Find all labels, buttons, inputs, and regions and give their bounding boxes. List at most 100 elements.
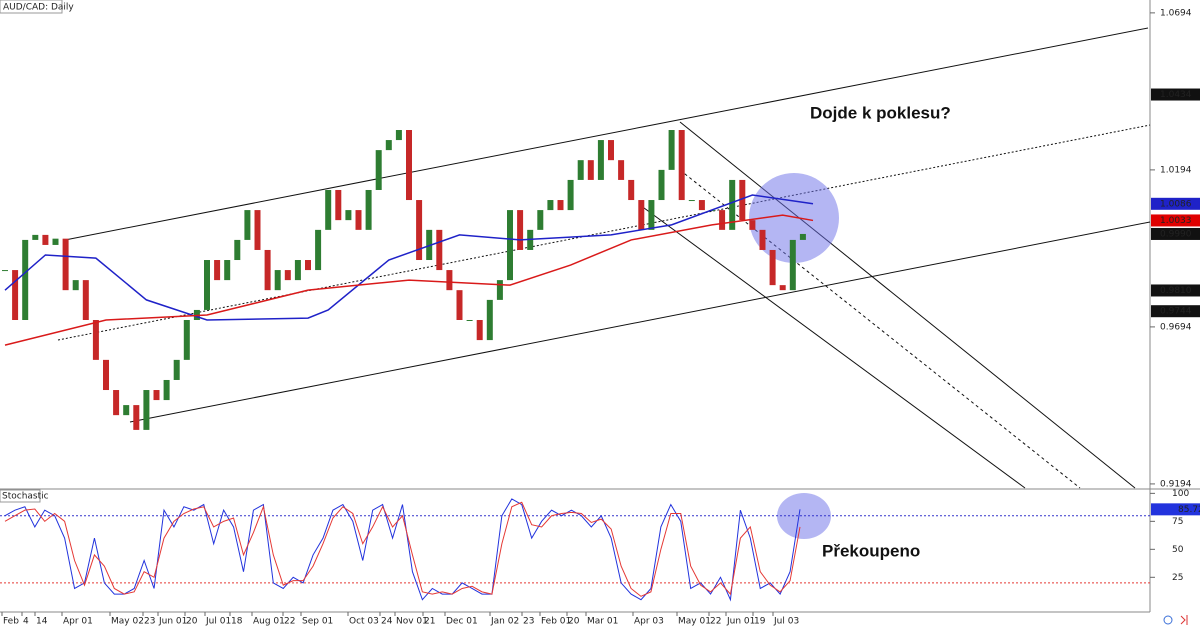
- price-label: 1.0086: [1160, 199, 1192, 209]
- x-tick-label: Dec 01: [446, 617, 478, 627]
- x-tick-label: Jun 01: [158, 617, 187, 627]
- candle: [547, 200, 554, 211]
- y-tick-label: 50: [1172, 545, 1184, 555]
- stochastic-line: [4, 501, 801, 597]
- price-label-box: [1151, 284, 1200, 297]
- candle: [365, 189, 372, 230]
- stoch-title-box: [0, 489, 41, 503]
- x-tick-label: Apr 03: [634, 617, 664, 627]
- candle: [254, 210, 261, 250]
- candle: [759, 229, 766, 250]
- price-label: 0.9810: [1160, 286, 1192, 296]
- x-tick-label: Jan 02: [490, 617, 519, 627]
- candle: [244, 210, 251, 240]
- moving-average: [4, 214, 814, 346]
- candle: [769, 249, 776, 286]
- candle: [517, 210, 524, 250]
- title-box: [0, 0, 63, 14]
- candle: [62, 238, 69, 291]
- x-tick-label: Sep 01: [302, 617, 333, 627]
- stochastic-line: [4, 498, 801, 602]
- price-label: 0.9990: [1160, 229, 1192, 239]
- candle: [133, 405, 140, 430]
- candle: [789, 239, 796, 291]
- candle: [486, 299, 493, 341]
- y-tick-label: 25: [1172, 573, 1183, 583]
- candle: [416, 200, 423, 261]
- toolbar-icons[interactable]: [1163, 615, 1188, 625]
- candle: [183, 319, 190, 360]
- price-label-box: [1151, 227, 1200, 240]
- x-tick-label: Feb 01: [541, 617, 571, 627]
- candle: [82, 280, 89, 320]
- candle: [608, 140, 614, 161]
- candle: [325, 189, 332, 230]
- x-tick-label: 20: [568, 617, 580, 627]
- x-tick-label: Jul 01: [205, 617, 231, 627]
- candle: [618, 160, 625, 180]
- highlight-circle: [749, 173, 839, 263]
- candle: [688, 200, 695, 202]
- candle: [436, 229, 443, 271]
- candle: [92, 319, 99, 360]
- candle: [345, 210, 352, 221]
- candle: [557, 200, 564, 211]
- candle: [739, 179, 746, 221]
- candle: [385, 140, 392, 151]
- y-tick-label: 0.9694: [1160, 322, 1192, 332]
- candle: [2, 270, 8, 272]
- down-channel-top: [679, 121, 1136, 489]
- candle: [284, 270, 291, 281]
- y-tick-label: 1.0694: [1160, 8, 1192, 18]
- candle: [729, 179, 736, 230]
- price-label-box: [1151, 88, 1200, 101]
- annotation: Dojde k poklesu?: [810, 103, 951, 122]
- candle: [799, 233, 806, 240]
- candle: [224, 260, 231, 281]
- x-tick-label: Jun 01: [726, 617, 755, 627]
- candle: [375, 150, 382, 190]
- candle: [678, 130, 685, 201]
- channel-bottom: [129, 221, 1151, 423]
- x-tick-label: Nov 01: [396, 617, 428, 627]
- price-label-box: [1151, 214, 1200, 227]
- x-tick-label: Oct 03: [349, 617, 379, 627]
- x-tick-label: May 02: [111, 617, 144, 627]
- candle: [597, 140, 604, 180]
- candle: [507, 210, 513, 281]
- candle: [779, 285, 786, 291]
- y-tick-label: 75: [1172, 517, 1183, 527]
- x-tick-label: 22: [710, 617, 721, 627]
- x-tick-label: 18: [231, 617, 243, 627]
- candle: [123, 405, 130, 416]
- x-tick-label: Feb: [3, 617, 19, 627]
- candle: [163, 379, 170, 401]
- candle: [113, 390, 120, 416]
- candle: [52, 238, 59, 245]
- candle: [456, 290, 463, 320]
- candle: [173, 359, 180, 380]
- candle: [698, 200, 705, 211]
- x-tick-label: Jul 03: [773, 617, 799, 627]
- candle: [335, 189, 342, 221]
- y-tick-label: 0.9194: [1160, 479, 1192, 489]
- candle: [537, 210, 544, 230]
- x-tick-label: 19: [754, 617, 766, 627]
- price-label: 0.9744: [1160, 307, 1192, 317]
- candle: [12, 270, 19, 320]
- candle: [719, 210, 726, 230]
- candle: [567, 179, 574, 211]
- icon[interactable]: [1180, 615, 1188, 625]
- chart-title: AUD/CAD: Daily: [3, 3, 74, 13]
- candle: [648, 200, 655, 230]
- annotation: Překoupeno: [822, 541, 920, 560]
- x-tick-label: 20: [186, 617, 198, 627]
- price-label: 1.0033: [1160, 216, 1192, 226]
- price-label-box: [1151, 197, 1200, 210]
- candle: [214, 260, 221, 281]
- candle: [42, 234, 49, 245]
- candle: [395, 130, 402, 141]
- icon[interactable]: [1163, 615, 1173, 625]
